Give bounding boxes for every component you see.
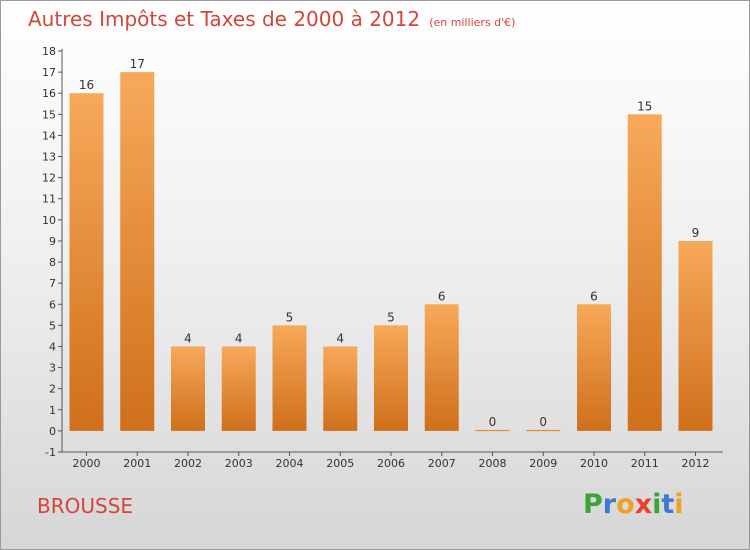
y-tick-label: 8 [49, 256, 56, 269]
bar [475, 429, 510, 432]
x-tick-label: 2000 [73, 457, 101, 470]
data-label: 5 [286, 310, 294, 324]
data-label: 5 [387, 310, 395, 324]
x-tick-label: 2005 [326, 457, 354, 470]
y-tick-label: 9 [49, 235, 56, 248]
data-label: 0 [489, 415, 497, 429]
data-label: 0 [539, 415, 547, 429]
data-label: 6 [590, 289, 598, 303]
y-tick-label: 5 [49, 319, 56, 332]
bar [374, 325, 408, 431]
y-tick-label: 0 [49, 425, 56, 438]
x-tick-label: 2010 [580, 457, 608, 470]
y-tick-label: 1 [49, 404, 56, 417]
y-tick-label: -1 [45, 446, 56, 459]
x-tick-label: 2008 [479, 457, 507, 470]
bar [171, 346, 205, 431]
y-tick-label: 18 [42, 45, 56, 58]
data-label: 4 [184, 331, 192, 345]
chart-title: Autres Impôts et Taxes de 2000 à 2012 (e… [28, 7, 515, 31]
bar [577, 304, 611, 431]
data-label: 6 [438, 289, 446, 303]
y-tick-label: 16 [42, 87, 56, 100]
bar [323, 346, 358, 431]
bar [678, 240, 713, 431]
x-tick-label: 2002 [174, 457, 202, 470]
y-tick-label: 4 [49, 340, 56, 353]
bar [627, 114, 662, 431]
bar [69, 93, 104, 431]
data-label: 15 [637, 99, 652, 113]
x-tick-label: 2012 [682, 457, 710, 470]
y-tick-label: 6 [49, 298, 56, 311]
y-tick-label: 13 [42, 151, 56, 164]
y-tick-label: 10 [42, 214, 56, 227]
bar [424, 304, 459, 431]
y-tick-label: 15 [42, 108, 56, 121]
bar [120, 72, 155, 431]
x-tick-label: 2004 [276, 457, 304, 470]
data-label: 16 [79, 78, 94, 92]
bar [272, 325, 307, 431]
y-tick-label: 12 [42, 172, 56, 185]
y-tick-label: 17 [42, 66, 56, 79]
data-label: 4 [235, 331, 243, 345]
title-main: Autres Impôts et Taxes de 2000 à 2012 [28, 7, 421, 31]
x-tick-label: 2006 [377, 457, 405, 470]
x-tick-label: 2003 [225, 457, 253, 470]
x-tick-label: 2011 [631, 457, 659, 470]
proxiti-logo: Proxiti [583, 489, 684, 520]
data-label: 17 [130, 57, 145, 71]
y-tick-label: 14 [42, 129, 56, 142]
title-unit: (en milliers d'€) [429, 16, 516, 29]
x-tick-label: 2001 [123, 457, 151, 470]
x-tick-label: 2007 [428, 457, 456, 470]
bar [221, 346, 256, 431]
y-tick-label: 3 [49, 362, 56, 375]
place-name: BROUSSE [37, 494, 134, 518]
x-tick-label: 2009 [529, 457, 557, 470]
y-tick-label: 2 [49, 383, 56, 396]
bar [526, 429, 561, 432]
data-label: 9 [692, 226, 700, 240]
y-tick-label: 7 [49, 277, 56, 290]
y-tick-label: 11 [42, 193, 56, 206]
data-label: 4 [336, 331, 344, 345]
